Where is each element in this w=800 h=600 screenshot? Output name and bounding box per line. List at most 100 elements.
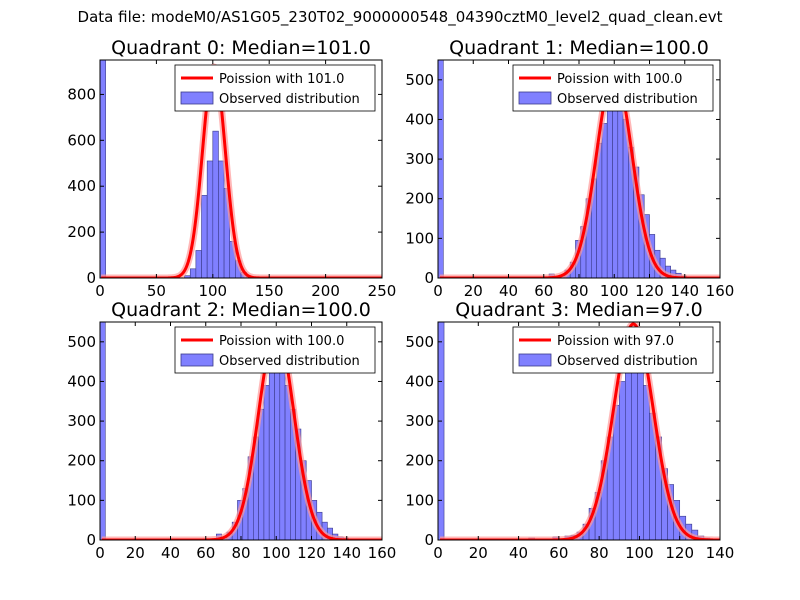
quadrant-0-ytick-label: 0 (86, 269, 96, 287)
quadrant-0-bar (100, 60, 106, 278)
quadrant-0-bar (212, 130, 219, 278)
quadrant-2-bar (263, 385, 270, 540)
quadrant-1-xtick-label: 60 (534, 282, 553, 300)
quadrant-0-xtick-label: 200 (311, 282, 340, 300)
quadrant-2-ytick-label: 500 (67, 333, 96, 351)
quadrant-2-xtick-label: 0 (95, 544, 105, 562)
quadrant-3-legend-observed: Observed distribution (557, 354, 698, 369)
quadrant-3-bar (438, 322, 445, 540)
quadrant-2-ytick-label: 400 (67, 372, 96, 390)
quadrant-3-xtick-label: 40 (509, 544, 528, 562)
quadrant-0-title: Quadrant 0: Median=101.0 (111, 37, 371, 59)
quadrant-2-xtick-label: 80 (231, 544, 250, 562)
quadrant-1-bar (617, 103, 624, 278)
quadrant-2-legend-observed: Observed distribution (219, 354, 360, 369)
quadrant-2-poisson-curve (100, 328, 382, 540)
quadrant-3-xtick-label: 140 (706, 544, 735, 562)
quadrant-1-legend-observed: Observed distribution (557, 92, 698, 107)
quadrant-3-xtick-label: 80 (590, 544, 609, 562)
quadrant-2-ytick-label: 200 (67, 452, 96, 470)
quadrant-1-title: Quadrant 1: Median=100.0 (449, 37, 709, 59)
quadrant-3-bar (618, 381, 626, 540)
figure-title: Data file: modeM0/AS1G05_230T02_90000005… (77, 8, 723, 26)
quadrant-0-legend-observed: Observed distribution (219, 92, 360, 107)
quadrant-1-ytick-label: 100 (405, 229, 434, 247)
quadrant-1-bar (438, 60, 444, 278)
quadrant-3-xtick-label: 20 (469, 544, 488, 562)
quadrant-3-plot: 0 20 40 60 80 100 120 140 0 100 200 300 400 500 Quadra… (405, 299, 734, 562)
quadrant-2-xtick-label: 60 (196, 544, 215, 562)
quadrant-1-plot: 0 20 40 60 80 100 120 140 160 0 100 200 300 400 500 Qua… (405, 37, 734, 300)
quadrant-0-bar (195, 250, 202, 278)
quadrant-3-title: Quadrant 3: Median=97.0 (455, 299, 703, 321)
quadrant-0-bar (206, 160, 214, 278)
quadrant-1-ytick-label: 0 (424, 269, 434, 287)
quadrant-3-bar (643, 385, 650, 540)
quadrant-2-ytick-label: 0 (86, 531, 96, 549)
quadrant-3-ytick-label: 300 (405, 412, 434, 430)
quadrant-3-bar (631, 349, 638, 540)
quadrant-2-xtick-label: 20 (126, 544, 145, 562)
quadrant-3-poisson-curve (439, 322, 720, 540)
quadrant-2-plot: 0 20 40 60 80 100 120 140 160 0 100 200 300 400 500 Qua… (67, 299, 396, 562)
quadrant-0-legend-poisson: Poission with 101.0 (219, 72, 344, 87)
quadrant-1-ytick-label: 400 (405, 110, 434, 128)
quadrant-1-ytick-label: 300 (405, 150, 434, 168)
quadrant-1-xtick-label: 20 (464, 282, 483, 300)
quadrant-3-ytick-label: 0 (424, 531, 434, 549)
quadrant-1-xtick-label: 140 (670, 282, 699, 300)
quadrant-3-legend-bar-swatch (518, 353, 552, 367)
quadrant-0-bar (189, 268, 197, 278)
quadrant-1-plot-area (438, 60, 720, 278)
quadrant-3-ytick-label: 400 (405, 372, 434, 390)
quadrant-3-plot-area (438, 322, 720, 540)
quadrant-0-xtick-label: 250 (368, 282, 397, 300)
quadrant-1-legend-bar-swatch (518, 91, 552, 105)
quadrant-3-legend-poisson: Poission with 97.0 (557, 334, 674, 349)
quadrant-3-bar (637, 369, 644, 540)
quadrant-2-title: Quadrant 2: Median=100.0 (111, 299, 371, 321)
quadrant-3-ytick-label: 200 (405, 452, 434, 470)
quadrant-1-ytick-label: 200 (405, 190, 434, 208)
quadrant-1-xtick-label: 120 (635, 282, 664, 300)
quadrant-0-ytick-label: 800 (67, 85, 96, 103)
quadrant-2-ytick-label: 100 (67, 491, 96, 509)
quadrant-0-poisson-curve (100, 65, 382, 278)
quadrant-3-xtick-label: 100 (625, 544, 654, 562)
quadrant-0-xtick-label: 100 (198, 282, 227, 300)
quadrant-0-xtick-label: 150 (255, 282, 284, 300)
quadrant-3-xtick-label: 120 (665, 544, 694, 562)
quadrant-1-xtick-label: 80 (569, 282, 588, 300)
quadrant-2-bar (274, 349, 281, 540)
quadrant-2-xtick-label: 140 (332, 544, 361, 562)
quadrant-2-bar (100, 322, 106, 540)
quadrant-0-axes-frame (99, 59, 383, 279)
quadrant-0-plot-area (100, 60, 382, 278)
quadrant-2-ytick-label: 300 (67, 412, 96, 430)
quadrant-0-xtick-label: 50 (147, 282, 166, 300)
quadrant-2-xtick-label: 100 (262, 544, 291, 562)
quadrant-1-xtick-label: 100 (600, 282, 629, 300)
quadrant-3-xtick-label: 0 (433, 544, 443, 562)
quadrant-2-legend: Poission with 100.0 Observed distribution (174, 326, 376, 374)
quadrant-0-bar (218, 160, 225, 278)
quadrant-0-xtick-label: 0 (95, 282, 105, 300)
quadrant-3-axes-frame (437, 321, 721, 541)
quadrant-1-bar (606, 107, 613, 278)
quadrant-0-legend: Poission with 101.0 Observed distribution (174, 64, 376, 112)
quadrant-3-ytick-label: 500 (405, 333, 434, 351)
quadrant-2-xtick-label: 40 (161, 544, 180, 562)
quadrant-1-legend: Poission with 100.0 Observed distribution (512, 64, 714, 112)
quadrant-2-bar (268, 365, 275, 540)
quadrant-1-bar (612, 87, 619, 278)
quadrant-2-xtick-label: 120 (297, 544, 326, 562)
quadrant-1-bar (601, 123, 608, 278)
quadrant-0-ytick-label: 200 (67, 223, 96, 241)
quadrant-0-plot: 0 50 100 150 200 250 0 200 400 600 800 Quadrant 0: … (67, 37, 396, 300)
quadrant-1-ytick-label: 500 (405, 71, 434, 89)
quadrant-3-bar (625, 361, 632, 540)
quadrant-2-bar (279, 361, 286, 540)
quadrant-3-legend: Poission with 97.0 Observed distribution (512, 326, 714, 374)
